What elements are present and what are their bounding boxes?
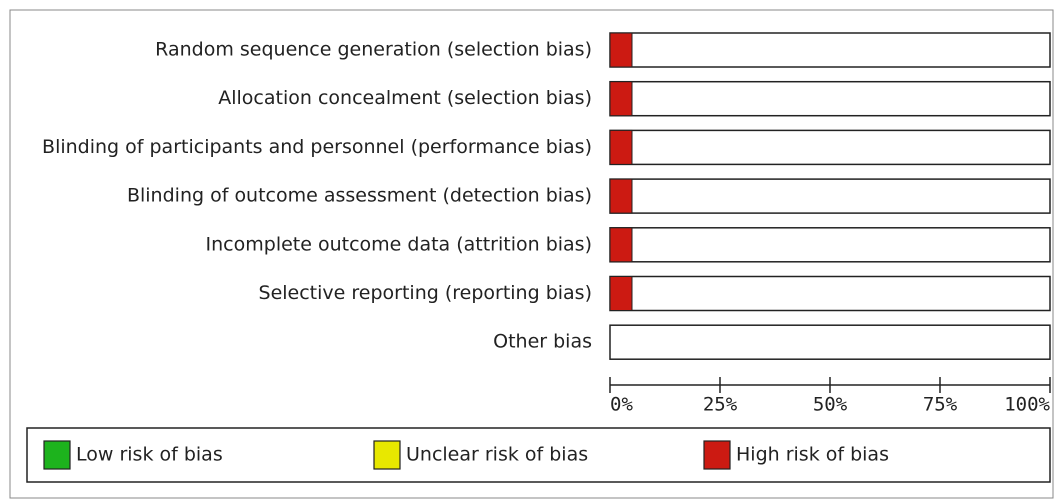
category-label: Other bias: [493, 331, 592, 353]
bar-segment: [609, 81, 633, 117]
bar-segment: [609, 129, 633, 165]
x-tick-label: 0%: [610, 394, 633, 416]
legend-label: Unclear risk of bias: [406, 444, 588, 466]
bar-outline: [609, 32, 1051, 68]
bar-outline: [609, 129, 1051, 166]
legend-swatch: [43, 440, 71, 470]
bar-segment: [609, 227, 633, 263]
bar-outline: [609, 80, 1051, 117]
category-label: Incomplete outcome data (attrition bias): [206, 233, 592, 255]
category-label: Random sequence generation (selection bi…: [155, 39, 592, 61]
category-label: Blinding of outcome assessment (detectio…: [127, 185, 592, 207]
bar-outline: [609, 275, 1051, 312]
x-tick-label: 50%: [813, 394, 848, 416]
bar-outline: [609, 178, 1051, 214]
category-label: Selective reporting (reporting bias): [259, 282, 592, 304]
bar-outline: [609, 227, 1051, 263]
category-label: Allocation concealment (selection bias): [218, 87, 592, 109]
legend-swatch: [703, 440, 731, 470]
legend-label: High risk of bias: [736, 444, 889, 466]
x-tick-label: 100%: [1004, 394, 1050, 416]
legend-swatch: [373, 440, 401, 470]
category-label: Blinding of participants and personnel (…: [42, 136, 592, 158]
bar-segment: [609, 32, 633, 68]
bar-segment: [609, 276, 633, 311]
bar-outline: [609, 324, 1051, 360]
x-tick-label: 25%: [703, 394, 738, 416]
legend-label: Low risk of bias: [76, 444, 223, 466]
legend-box: [26, 427, 1051, 483]
x-tick-label: 75%: [923, 394, 958, 416]
bar-segment: [609, 178, 633, 214]
